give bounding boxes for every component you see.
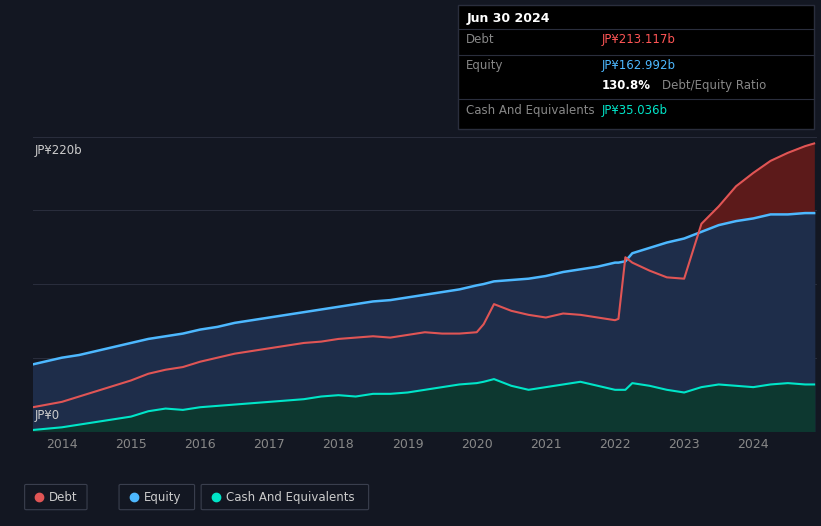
Text: JP¥0: JP¥0 [34, 409, 60, 422]
Text: JP¥35.036b: JP¥35.036b [602, 104, 667, 117]
Text: Debt: Debt [466, 33, 495, 46]
Text: Cash And Equivalents: Cash And Equivalents [226, 491, 355, 503]
Text: Equity: Equity [466, 59, 504, 73]
Text: 130.8%: 130.8% [602, 79, 651, 93]
Text: JP¥220b: JP¥220b [34, 144, 82, 157]
Text: JP¥162.992b: JP¥162.992b [602, 59, 676, 73]
Text: JP¥213.117b: JP¥213.117b [602, 33, 676, 46]
Text: Jun 30 2024: Jun 30 2024 [466, 12, 550, 25]
Text: Cash And Equivalents: Cash And Equivalents [466, 104, 595, 117]
Text: Debt: Debt [49, 491, 78, 503]
Text: Equity: Equity [144, 491, 181, 503]
Text: Debt/Equity Ratio: Debt/Equity Ratio [662, 79, 766, 93]
